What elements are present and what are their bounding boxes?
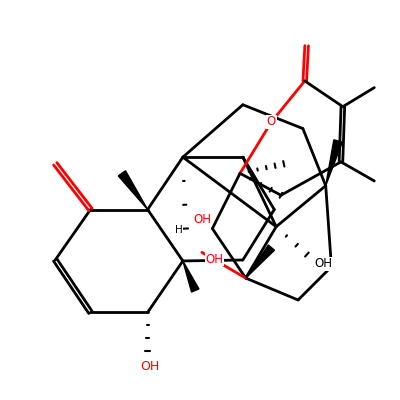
Text: OH: OH (205, 252, 223, 266)
Polygon shape (183, 261, 199, 292)
Text: OH: OH (140, 360, 159, 373)
Polygon shape (118, 171, 148, 210)
Polygon shape (326, 140, 342, 186)
Text: H: H (175, 226, 183, 236)
Text: O: O (267, 116, 276, 128)
Text: OH: OH (315, 257, 333, 270)
Text: OH: OH (193, 212, 211, 226)
Polygon shape (246, 245, 274, 278)
